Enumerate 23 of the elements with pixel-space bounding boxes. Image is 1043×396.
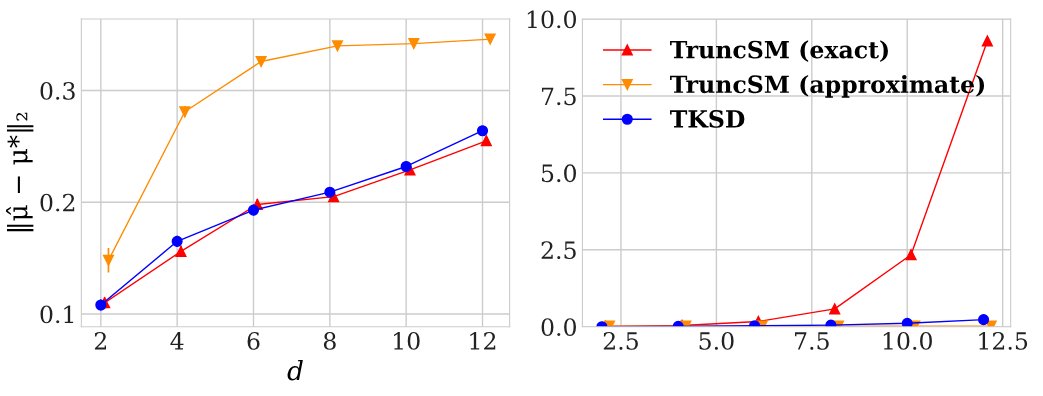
- x-tick-label: 2: [94, 331, 107, 350]
- y-axis-title: ‖μ̂ − μ*‖₂: [6, 112, 34, 232]
- y-tick-label: 10.0: [527, 10, 576, 29]
- x-axis-title: d: [287, 359, 303, 381]
- x-tick-label: 7.5: [795, 332, 829, 350]
- x-tick-label: 4: [170, 331, 184, 350]
- x-tick-label: 12.5: [979, 331, 1028, 350]
- x-tick-label: 8: [323, 331, 336, 350]
- legend-label: TruncSM (exact): [670, 40, 888, 62]
- y-tick-label: 5.0: [542, 164, 576, 183]
- y-tick-label: 0.2: [40, 193, 75, 212]
- x-tick-label: 6: [247, 331, 260, 350]
- y-tick-label: 0.0: [541, 318, 576, 337]
- x-tick-label: 5.0: [699, 331, 734, 350]
- x-tick-label: 2.5: [603, 331, 638, 350]
- x-tick-label: 12: [470, 331, 496, 350]
- y-tick-label: 0.3: [40, 81, 75, 100]
- y-tick-label: 2.5: [541, 241, 576, 260]
- y-tick-label: 0.1: [40, 305, 74, 324]
- x-tick-label: 10.0: [883, 331, 932, 350]
- legend-label: TKSD: [670, 109, 745, 128]
- x-tick-label: 10: [394, 331, 420, 350]
- y-tick-label: 7.5: [541, 87, 576, 106]
